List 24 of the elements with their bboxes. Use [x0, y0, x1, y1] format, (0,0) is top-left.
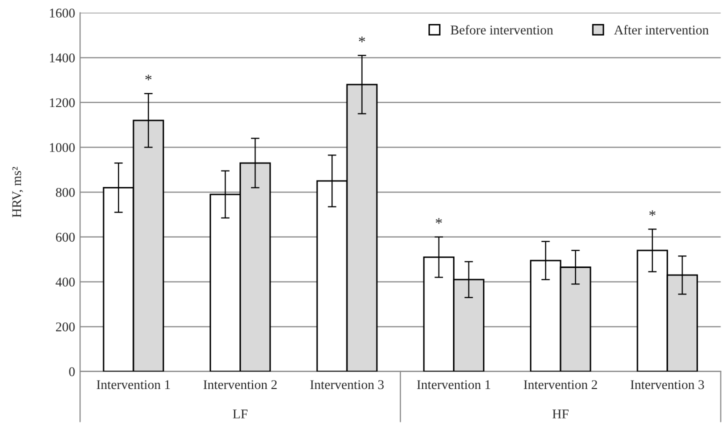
x-tick-label: Intervention 3 — [630, 380, 704, 390]
data-label: * — [436, 218, 442, 224]
y-tick-label: 200 — [56, 322, 75, 332]
x-tick-label: Intervention 1 — [417, 380, 490, 390]
legend-label: Before intervention — [450, 25, 554, 34]
text: HF — [552, 410, 569, 418]
y-tick-label: 1000 — [50, 143, 75, 152]
text: LF — [232, 410, 248, 418]
x-tick-label: Intervention 3 — [310, 380, 384, 390]
x-tick-label: Intervention 2 — [524, 380, 598, 390]
y-tick-label: 600 — [56, 232, 75, 242]
y-tick-label: 1600 — [50, 8, 75, 18]
y-tick-label: 800 — [56, 188, 75, 197]
y-axis-title: HRV, ms² — [12, 166, 24, 218]
data-label: * — [358, 36, 366, 42]
y-tick-label: 0 — [69, 367, 75, 376]
x-tick-label: Intervention 2 — [204, 380, 277, 390]
x-tick-label: Intervention 1 — [96, 380, 170, 390]
y-tick-label: 400 — [56, 278, 75, 287]
y-tick-label: 1200 — [50, 98, 75, 108]
data-label: * — [649, 210, 656, 216]
data-label: * — [145, 74, 152, 80]
y-tick-label: 1400 — [50, 53, 75, 62]
legend-label: After intervention — [614, 25, 709, 34]
